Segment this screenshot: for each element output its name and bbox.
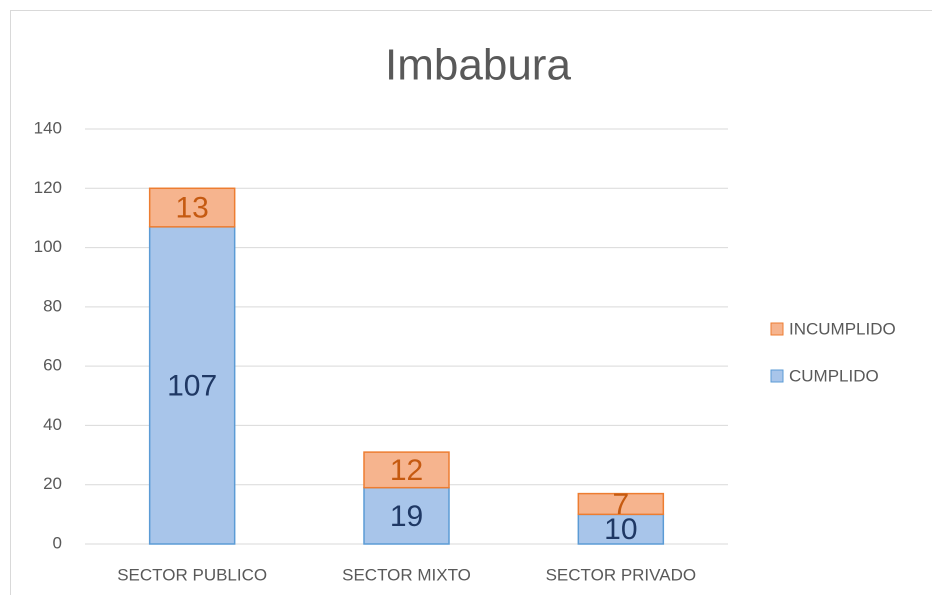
legend-label: CUMPLIDO xyxy=(789,366,879,385)
legend-swatch xyxy=(770,322,784,336)
y-tick-label: 120 xyxy=(34,178,62,197)
data-label: 7 xyxy=(612,488,629,521)
data-label: 19 xyxy=(390,500,423,533)
data-label: 10 xyxy=(604,513,637,546)
bar-segment xyxy=(577,492,665,516)
x-tick-label: SECTOR MIXTO xyxy=(342,565,471,584)
bar-segment xyxy=(363,486,450,545)
y-tick-label: 140 xyxy=(34,118,62,137)
data-label: 12 xyxy=(390,454,423,487)
y-tick-label: 100 xyxy=(34,237,62,256)
x-tick-label: SECTOR PRIVADO xyxy=(546,565,697,584)
chart-title: Imbabura xyxy=(385,41,571,90)
y-tick-label: 40 xyxy=(43,415,62,434)
x-tick-label: SECTOR PUBLICO xyxy=(117,565,267,584)
legend-label: INCUMPLIDO xyxy=(789,319,896,338)
legend-swatch xyxy=(770,369,784,383)
bar-segment xyxy=(148,187,236,228)
bar-segment xyxy=(148,226,236,545)
bar-segment xyxy=(363,451,450,489)
y-tick-label: 60 xyxy=(43,356,62,375)
bar-segment xyxy=(577,513,665,545)
data-label: 107 xyxy=(167,369,217,402)
y-tick-label: 80 xyxy=(43,296,62,315)
y-tick-label: 20 xyxy=(43,474,62,493)
y-tick-label: 0 xyxy=(53,533,62,552)
data-label: 13 xyxy=(175,191,208,224)
chart-border xyxy=(10,10,932,595)
